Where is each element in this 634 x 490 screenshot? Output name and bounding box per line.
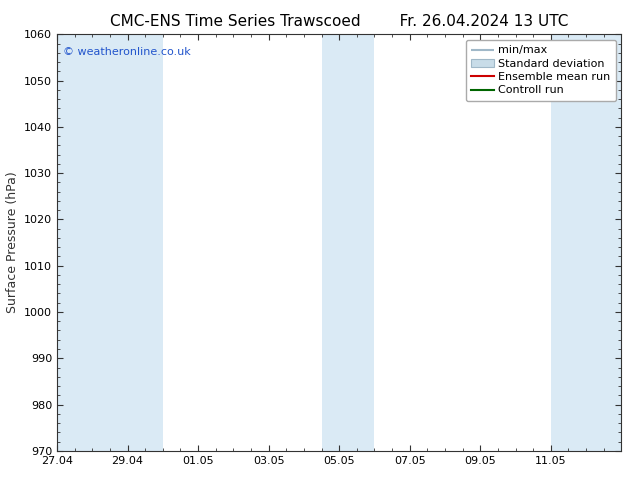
- Text: © weatheronline.co.uk: © weatheronline.co.uk: [63, 47, 190, 57]
- Bar: [321, 34, 375, 451]
- Bar: [110, 34, 163, 451]
- Bar: [57, 34, 110, 451]
- Legend: min/max, Standard deviation, Ensemble mean run, Controll run: min/max, Standard deviation, Ensemble me…: [466, 40, 616, 101]
- Title: CMC-ENS Time Series Trawscoed        Fr. 26.04.2024 13 UTC: CMC-ENS Time Series Trawscoed Fr. 26.04.…: [110, 14, 568, 29]
- Bar: [551, 34, 621, 451]
- Y-axis label: Surface Pressure (hPa): Surface Pressure (hPa): [6, 172, 18, 314]
